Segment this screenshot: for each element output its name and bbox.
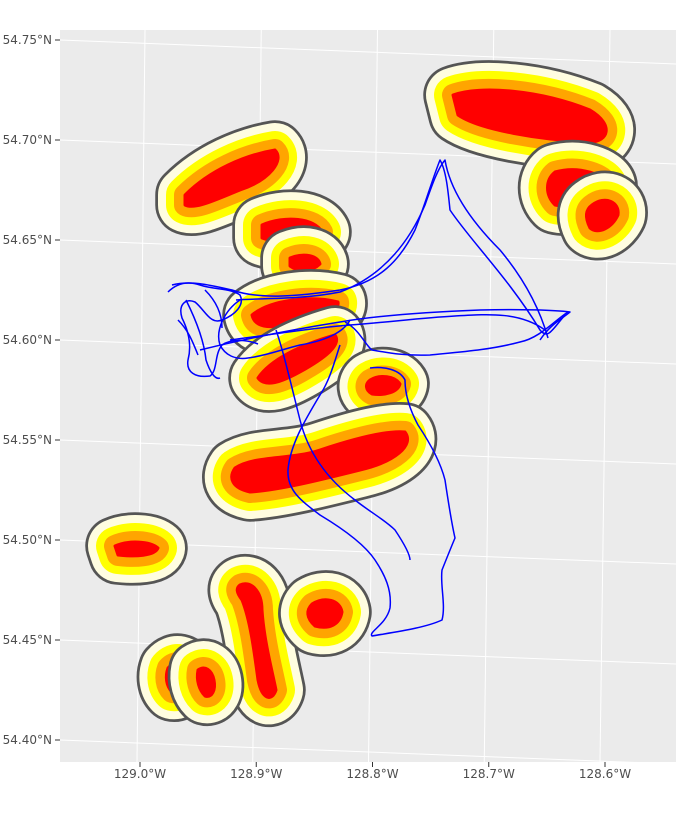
x-tick-label: 129.0°W (114, 767, 166, 781)
track-line (287, 344, 456, 637)
suitability-zone (308, 600, 342, 627)
track-line (167, 282, 259, 378)
zone-core (288, 253, 322, 272)
track-line (229, 313, 546, 341)
suitability-zone (366, 377, 400, 395)
suitability-zone (290, 255, 320, 270)
y-tick-label: 54.50°N (3, 533, 52, 547)
track-line (177, 289, 223, 380)
zone-core (364, 375, 402, 397)
y-tick-label: 54.60°N (3, 333, 52, 347)
x-tick-label: 128.8°W (346, 767, 398, 781)
suitability-zone (232, 432, 408, 492)
x-tick-label: 128.7°W (463, 767, 515, 781)
x-axis: 129.0°W 128.9°W 128.8°W 128.7°W 128.6°W (114, 762, 631, 781)
zone-core (113, 540, 160, 558)
y-axis: 54.75°N 54.70°N 54.65°N 54.60°N 54.55°N 54.50… (3, 33, 60, 747)
suitability-zone (197, 668, 214, 696)
y-tick-label: 54.40°N (3, 733, 52, 747)
suitability-zone (115, 542, 158, 556)
y-tick-label: 54.70°N (3, 133, 52, 147)
graticule-parallel (59, 39, 677, 65)
graticule-parallel (59, 739, 677, 765)
track-line (218, 299, 351, 360)
track-line (171, 159, 566, 335)
y-tick-label: 54.65°N (3, 233, 52, 247)
graticule-parallel (59, 239, 677, 265)
suitability-zone (453, 90, 606, 142)
y-tick-label: 54.55°N (3, 433, 52, 447)
y-tick-label: 54.45°N (3, 633, 52, 647)
vessel-tracks (167, 159, 571, 637)
suitability-zone (258, 335, 337, 383)
track-line (235, 159, 549, 339)
track-line (275, 329, 411, 561)
graticule-meridian (136, 29, 146, 763)
y-tick-label: 54.75°N (3, 33, 52, 47)
x-tick-label: 128.6°W (579, 767, 631, 781)
zone-core (306, 598, 344, 629)
track-line (344, 311, 569, 356)
suitability-zone (586, 200, 618, 231)
x-tick-label: 128.9°W (230, 767, 282, 781)
